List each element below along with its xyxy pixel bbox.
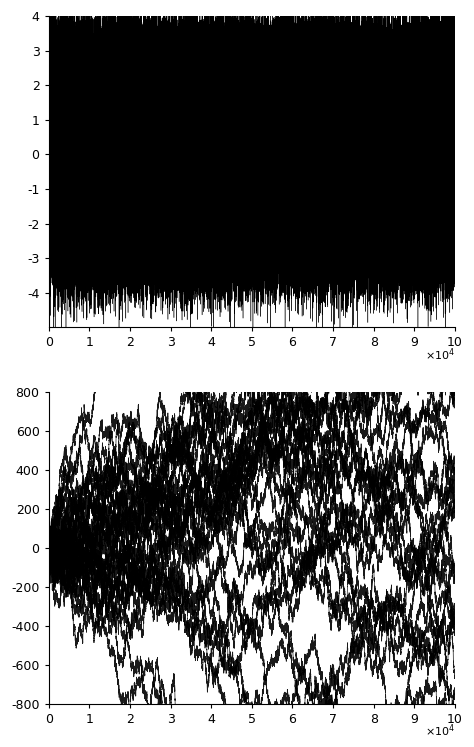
- Text: $\times 10^4$: $\times 10^4$: [425, 722, 455, 739]
- Text: $\times 10^4$: $\times 10^4$: [425, 346, 455, 362]
